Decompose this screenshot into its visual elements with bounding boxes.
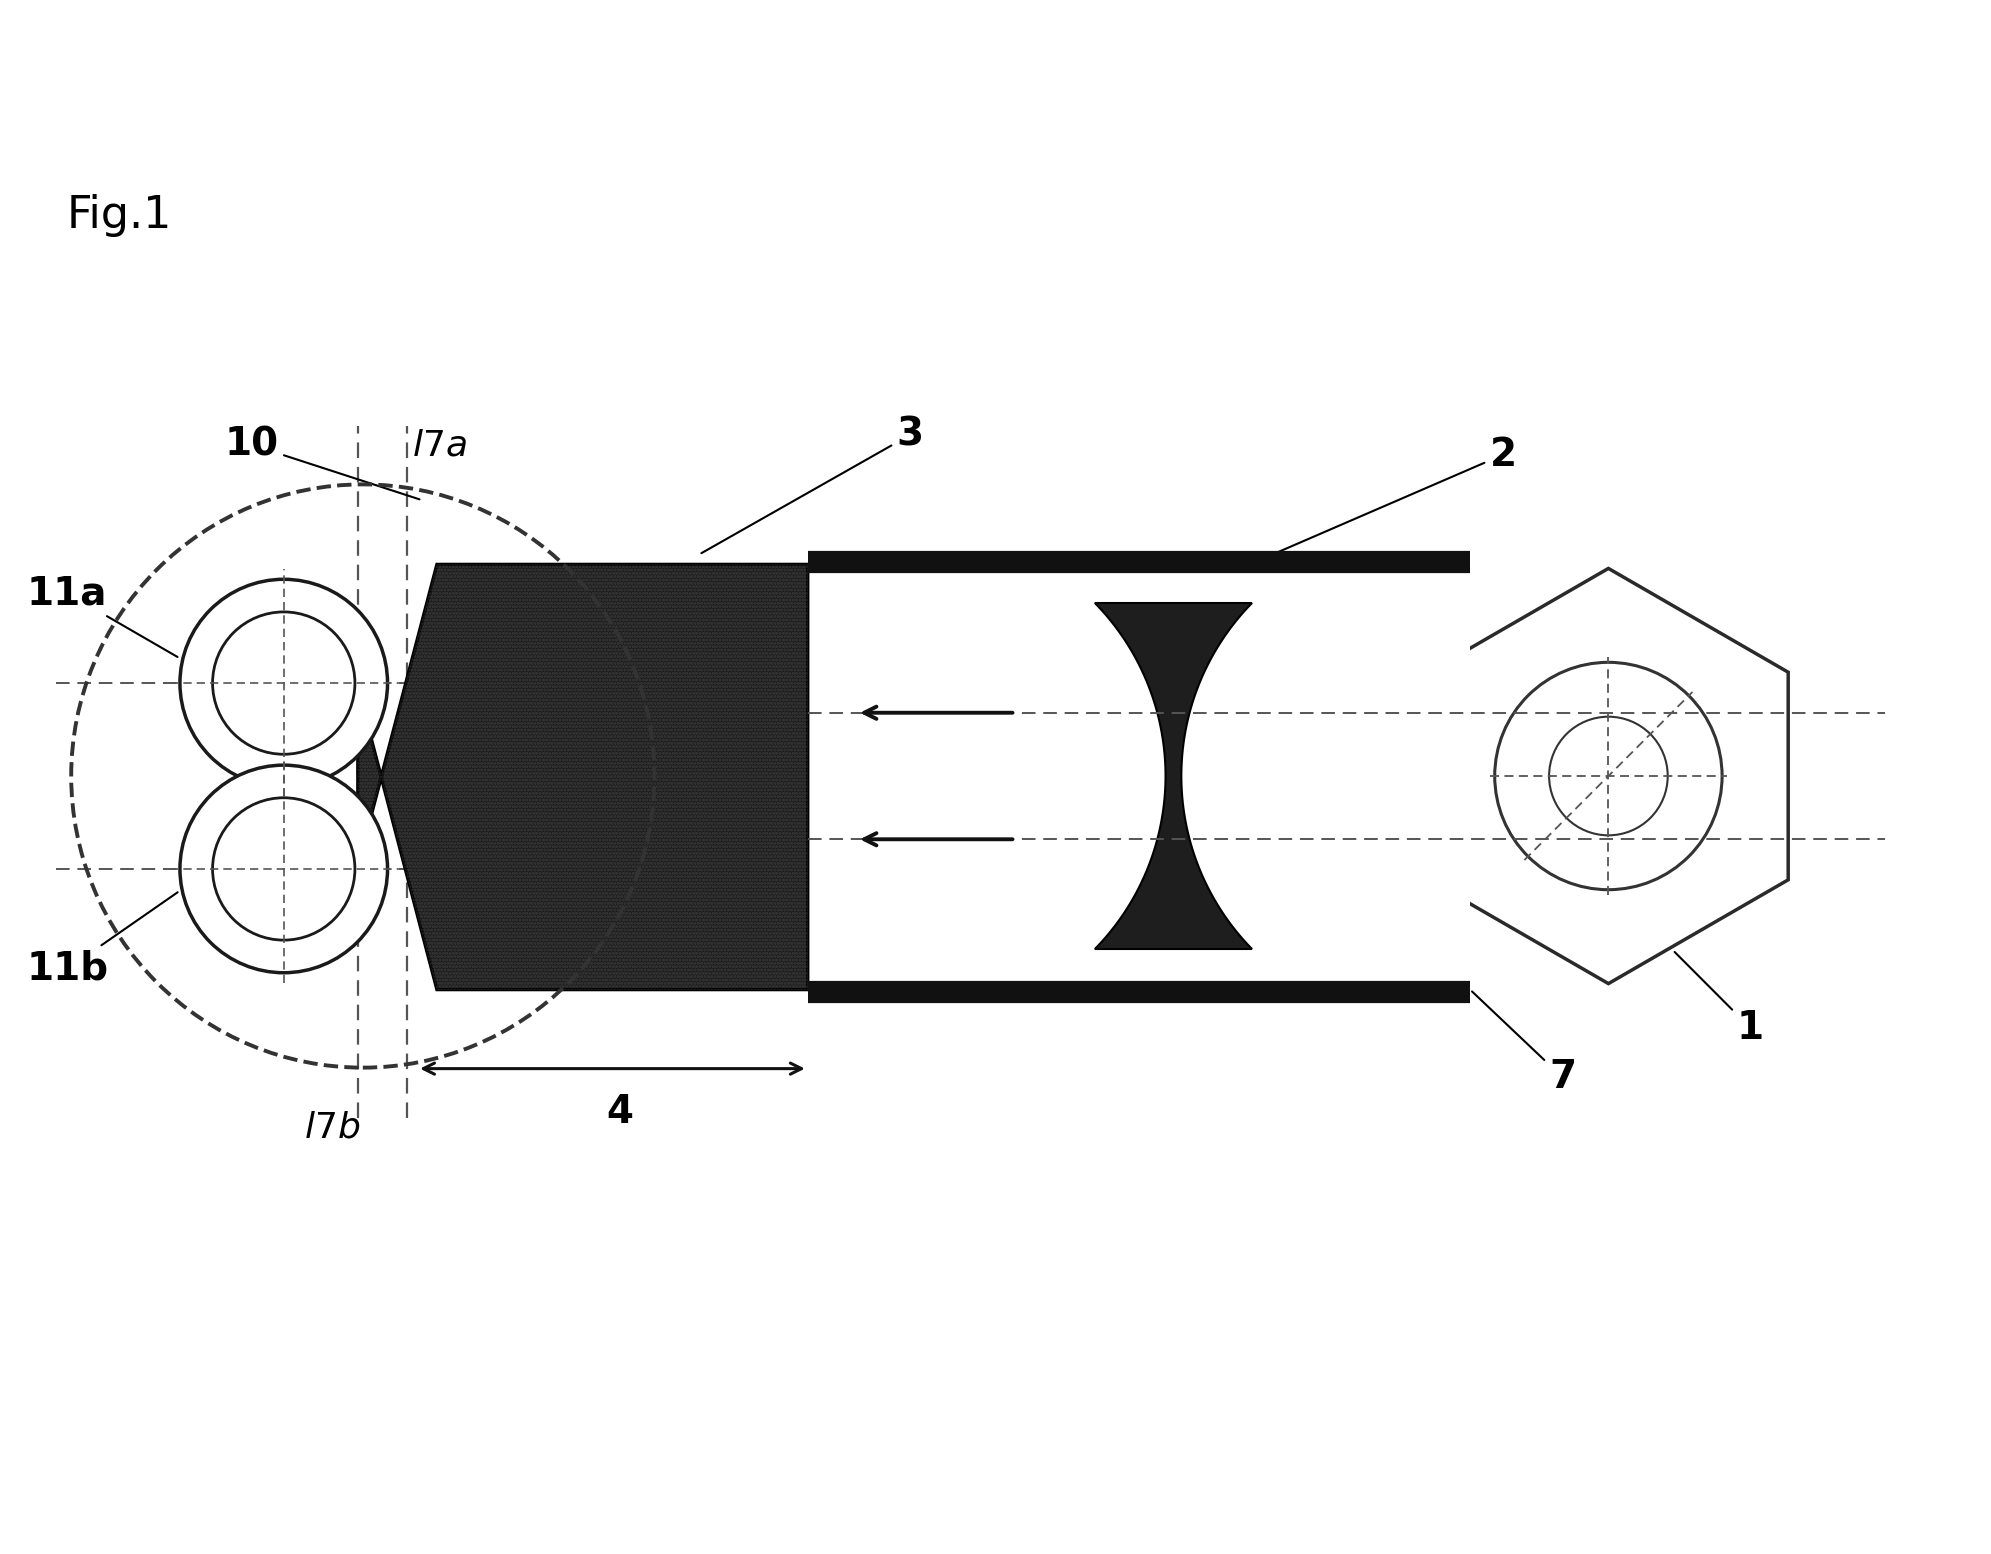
Text: 11b: 11b xyxy=(26,892,177,988)
Polygon shape xyxy=(1430,569,1788,984)
Text: 3: 3 xyxy=(701,416,924,553)
Circle shape xyxy=(179,765,388,973)
Text: 1: 1 xyxy=(1674,953,1764,1047)
Circle shape xyxy=(1549,716,1668,836)
Text: 7: 7 xyxy=(1471,991,1577,1097)
Text: 10: 10 xyxy=(225,426,420,499)
Circle shape xyxy=(213,797,354,940)
Text: 11a: 11a xyxy=(26,573,177,657)
Circle shape xyxy=(179,580,388,786)
Circle shape xyxy=(213,612,354,754)
Text: Fig.1: Fig.1 xyxy=(66,194,171,238)
Text: 2: 2 xyxy=(1274,435,1517,553)
Polygon shape xyxy=(358,564,808,990)
Polygon shape xyxy=(1095,603,1252,949)
Text: $\mathit{l7a}$: $\mathit{l7a}$ xyxy=(412,429,468,463)
Bar xyxy=(808,563,1469,991)
Text: $\mathit{l7b}$: $\mathit{l7b}$ xyxy=(303,1111,360,1145)
Text: 4: 4 xyxy=(607,1092,633,1131)
Circle shape xyxy=(1495,662,1722,890)
